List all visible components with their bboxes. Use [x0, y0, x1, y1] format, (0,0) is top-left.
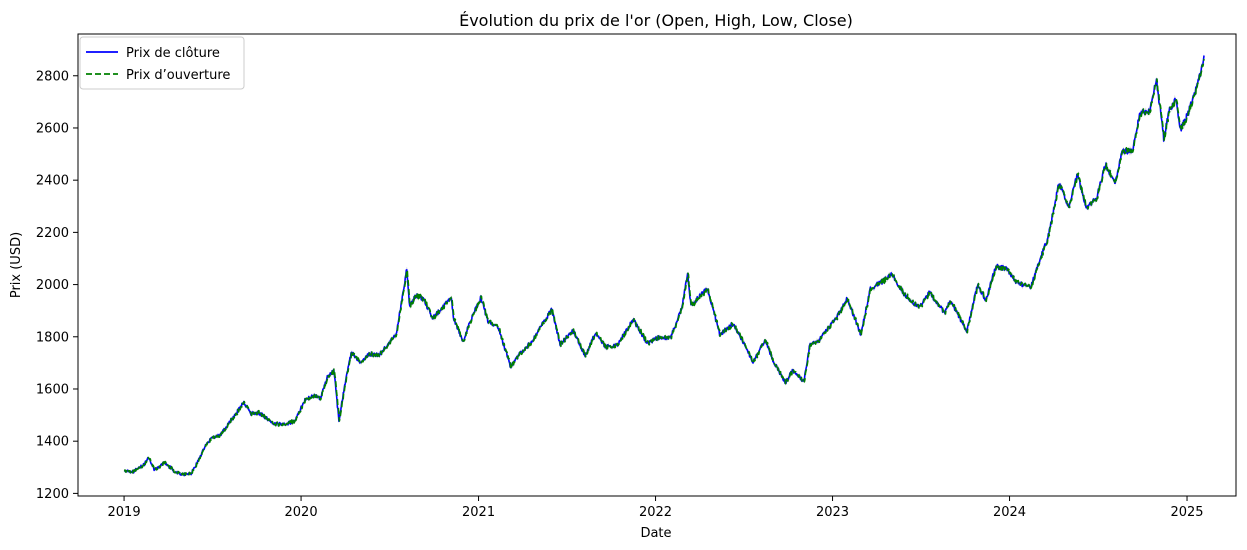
- plot-area-frame: [77, 33, 1237, 497]
- y-tick-label: 1200: [36, 487, 69, 502]
- x-axis-title: Date: [640, 526, 671, 541]
- legend-open-label: Prix d’ouverture: [126, 68, 230, 83]
- x-tick-label: 2025: [1170, 505, 1203, 520]
- x-tick-label: 2022: [639, 505, 672, 520]
- y-tick-label: 2000: [36, 278, 69, 293]
- y-tick-label: 2200: [36, 226, 69, 241]
- y-tick-label: 2400: [36, 174, 69, 189]
- high-low-band-layer: [124, 52, 1205, 477]
- legend: Prix de clôture Prix d’ouverture: [79, 36, 245, 90]
- x-tick-label: 2020: [285, 505, 318, 520]
- close-price-line: [123, 55, 1205, 477]
- x-tick-label: 2019: [108, 505, 141, 520]
- y-tick-label: 2600: [36, 121, 69, 136]
- y-axis-title: Prix (USD): [9, 232, 24, 298]
- x-tick-label: 2024: [993, 505, 1026, 520]
- x-axis: 2019 2020 2021 2022 2023 2024 2025: [108, 496, 1204, 520]
- chart-title: Évolution du prix de l'or (Open, High, L…: [459, 11, 853, 30]
- y-tick-label: 1800: [36, 330, 69, 345]
- x-tick-label: 2023: [816, 505, 849, 520]
- open-price-line: [123, 58, 1205, 476]
- y-tick-label: 1600: [36, 382, 69, 397]
- legend-box: [79, 36, 245, 90]
- x-tick-label: 2021: [462, 505, 495, 520]
- y-tick-label: 1400: [36, 435, 69, 450]
- y-tick-label: 2800: [36, 69, 69, 84]
- y-axis: 1200 1400 1600 1800 2000 2200 2400 2600 2800: [36, 69, 78, 502]
- series-layer: [123, 55, 1205, 477]
- legend-close-label: Prix de clôture: [126, 46, 220, 61]
- high-low-band: [124, 52, 1205, 477]
